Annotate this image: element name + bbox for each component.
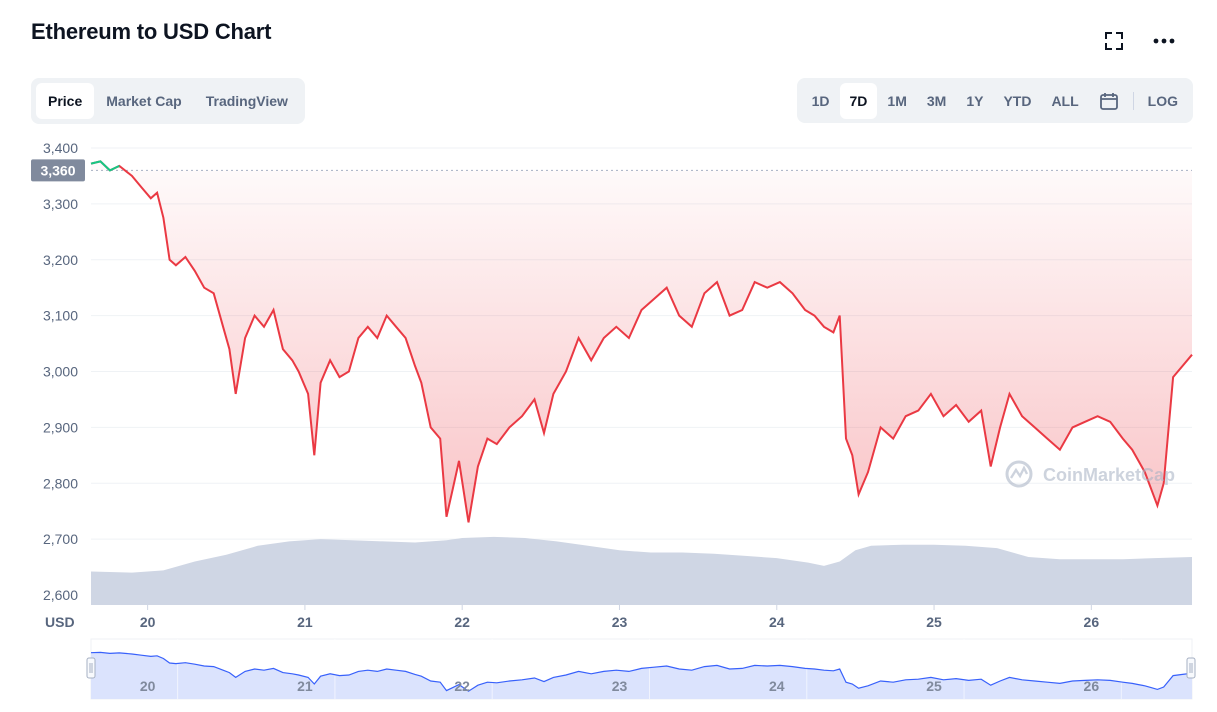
price-area-fill [91,161,1192,523]
y-tick-label: 3,300 [43,196,78,212]
x-axis: 20 21 22 23 24 25 26 [140,605,1100,630]
current-price-badge: 3,360 [31,159,85,182]
fullscreen-icon[interactable] [1101,28,1127,54]
navigator-tick-label: 23 [612,678,628,694]
y-tick-label: 3,000 [43,364,78,380]
x-tick-label: 24 [769,614,785,630]
coinmarketcap-logo-icon [1005,460,1033,488]
y-tick-label: 3,100 [43,308,78,324]
navigator-handle-right[interactable] [1186,657,1196,679]
navigator-area [91,652,1192,699]
calendar-icon[interactable] [1089,83,1129,119]
current-price-label: 3,360 [40,162,75,178]
navigator-line [90,651,1193,692]
y-tick-label: 3,200 [43,252,78,268]
chart-tabs: Price Market Cap TradingView [31,78,305,124]
y-tick-label: 2,700 [43,531,78,547]
chart-title: Ethereum to USD Chart [31,19,272,44]
x-tick-label: 21 [297,614,313,630]
navigator-handle-left[interactable] [86,657,96,679]
x-tick-label: 20 [140,614,156,630]
x-tick-label: 23 [612,614,628,630]
y-tick-label: 2,900 [43,419,78,435]
x-tick-label: 26 [1084,614,1100,630]
range-3m[interactable]: 3M [926,92,947,109]
x-tick-label: 25 [926,614,942,630]
range-1d[interactable]: 1D [811,92,830,109]
y-tick-label: 3,400 [43,140,78,156]
y-tick-label: 2,800 [43,475,78,491]
range-1y[interactable]: 1Y [966,92,984,109]
navigator-tick-label: 20 [140,678,156,694]
navigator-tick-label: 25 [926,678,942,694]
x-tick-label: 22 [454,614,470,630]
range-1m[interactable]: 1M [887,92,907,109]
navigator-tick-label: 24 [769,678,785,694]
range-all[interactable]: ALL [1051,92,1079,109]
range-ytd[interactable]: YTD [1003,92,1032,109]
range-divider [1132,91,1134,110]
more-horizontal-icon[interactable] [1151,28,1177,54]
navigator-tick-label: 26 [1084,678,1100,694]
currency-label: USD [45,614,75,630]
time-range-selector: 1D 7D 1M 3M 1Y YTD ALL LOG [796,78,1193,123]
price-line [90,160,1193,523]
tab-market-cap[interactable]: Market Cap [106,93,182,109]
range-7d[interactable]: 7D [839,82,878,119]
chart-actions [1101,28,1177,54]
volume-area [91,536,1192,605]
navigator-tick-label: 22 [454,678,470,694]
y-tick-label: 2,600 [43,587,78,603]
y-axis: 3,400 3,300 3,200 3,100 3,000 2,900 2,800 2,700… [43,140,78,603]
range-navigator[interactable]: 20 21 22 23 24 25 26 [86,638,1196,700]
log-scale-toggle[interactable]: LOG [1147,92,1178,109]
tab-tradingview[interactable]: TradingView [205,93,288,109]
tab-price[interactable]: Price [36,83,95,119]
navigator-tick-label: 21 [297,678,313,694]
price-line-up-segment [90,160,120,172]
watermark-text: CoinMarketCap [1043,465,1175,485]
watermark: CoinMarketCap [1005,460,1175,488]
